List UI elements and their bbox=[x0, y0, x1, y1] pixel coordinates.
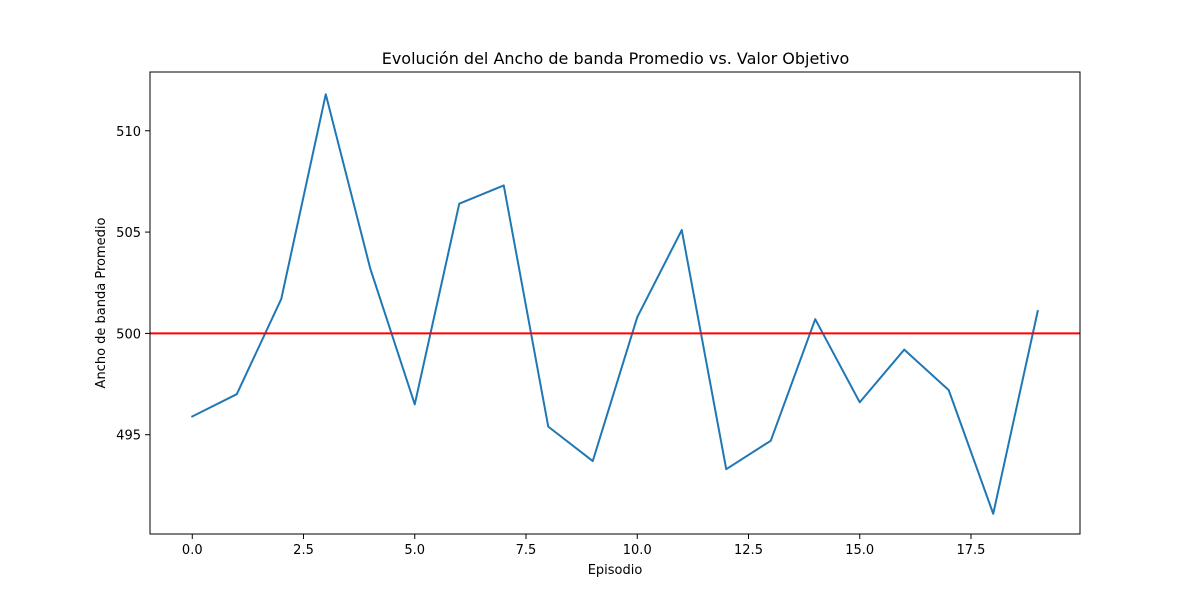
y-axis: 495 500 505 510 bbox=[116, 125, 150, 444]
series-line-0 bbox=[190, 93, 1039, 515]
y-tick-label: 495 bbox=[116, 429, 141, 444]
chart-title: Evolución del Ancho de banda Promedio vs… bbox=[382, 49, 850, 68]
x-axis: 0.0 2.5 5.0 7.5 10.0 12.5 15.0 17.5 bbox=[182, 534, 986, 558]
x-tick-label: 0.0 bbox=[182, 543, 203, 558]
x-tick-label: 2.5 bbox=[293, 543, 314, 558]
x-tick-label: 17.5 bbox=[957, 543, 986, 558]
y-tick-label: 505 bbox=[116, 226, 141, 241]
x-tick-label: 10.0 bbox=[623, 543, 652, 558]
x-tick-label: 5.0 bbox=[404, 543, 425, 558]
x-tick-label: 7.5 bbox=[516, 543, 537, 558]
x-tick-label: 15.0 bbox=[845, 543, 874, 558]
y-tick-label: 500 bbox=[116, 327, 141, 342]
x-axis-label: Episodio bbox=[588, 563, 643, 578]
y-tick-label: 510 bbox=[116, 125, 141, 140]
plot-area-frame bbox=[149, 71, 1081, 535]
y-axis-label: Ancho de banda Promedio bbox=[94, 218, 109, 389]
x-tick-label: 12.5 bbox=[734, 543, 763, 558]
